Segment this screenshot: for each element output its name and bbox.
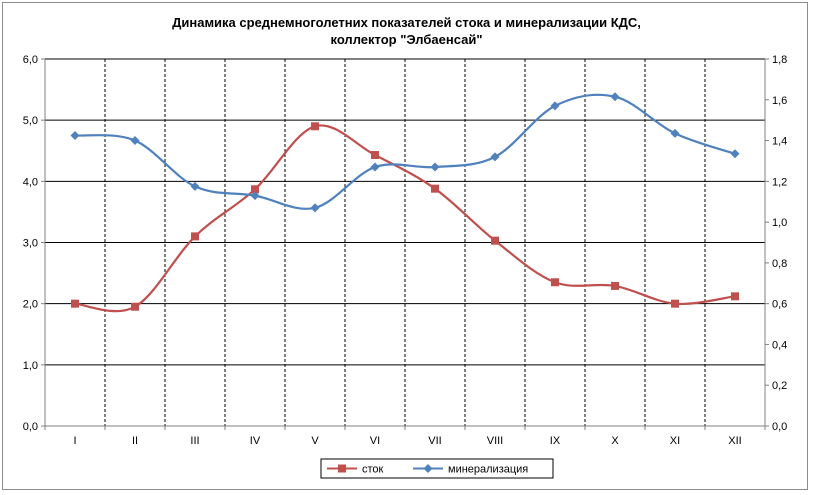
grid-lines: [45, 58, 765, 426]
stock-series-point: [731, 292, 739, 301]
left-tick-label: 0,0: [23, 421, 38, 433]
left-tick-label: 5,0: [23, 115, 38, 127]
right-tick-label: 0,6: [772, 299, 787, 311]
legend-item-stock-point: [338, 464, 346, 473]
mineralization-series-point: [70, 130, 80, 140]
x-tick-label: IV: [250, 435, 261, 447]
x-tick-label: VIII: [487, 435, 504, 447]
stock-series-point: [431, 184, 439, 193]
chart-title: Динамика среднемноголетних показателей с…: [0, 14, 813, 48]
stock-series-point: [311, 122, 319, 131]
mineralization-series-point: [670, 128, 680, 138]
left-tick-label: 4,0: [23, 176, 38, 188]
stock-series-line: [74, 124, 736, 313]
stock-series-point: [671, 299, 679, 308]
legend-item-stock-label: сток: [362, 464, 384, 476]
legend-item-stock: сток: [327, 464, 384, 476]
left-tick-label: 6,0: [23, 54, 38, 66]
x-tick-label: I: [73, 435, 76, 447]
mineralization-series-point: [190, 181, 200, 191]
right-tick-label: 1,0: [772, 217, 787, 229]
x-tick-label: V: [311, 435, 319, 447]
left-tick-label: 3,0: [23, 238, 38, 250]
x-tick-label: IX: [550, 435, 561, 447]
right-tick-label: 0,0: [772, 421, 787, 433]
x-tick-label: XII: [728, 435, 741, 447]
right-axis-ticks: 0,0 0,2 0,4 0,6 0,8 1,0 1,2 1,4 1,6 1,8: [765, 54, 787, 433]
mineralization-series-point: [130, 136, 140, 146]
stock-series-point: [251, 185, 259, 194]
chart-title-line-1: Динамика среднемноголетних показателей с…: [172, 15, 641, 30]
stock-series: [71, 122, 739, 313]
legend: сток минерализация: [320, 458, 554, 479]
legend-item-mineralization-label: минерализация: [448, 464, 528, 476]
x-tick-label: III: [190, 435, 199, 447]
left-tick-label: 2,0: [23, 299, 38, 311]
series-layer: [70, 92, 740, 313]
chart-title-line-2: коллектор "Элбаенсай": [330, 32, 483, 47]
legend-item-mineralization: минерализация: [413, 464, 528, 476]
right-tick-label: 1,6: [772, 95, 787, 107]
mineralization-series-point: [310, 203, 320, 213]
right-tick-label: 1,2: [772, 176, 787, 188]
mineralization-series-line: [74, 93, 736, 210]
legend-item-mineralization-point: [423, 464, 433, 473]
x-axis-ticks: I II III IV V VI VII VIII IX X XI XII: [44, 426, 766, 447]
stock-series-point: [131, 302, 139, 311]
right-tick-label: 0,4: [772, 339, 787, 351]
mineralization-series-point: [730, 149, 740, 159]
x-tick-label: II: [132, 435, 138, 447]
stock-series-point: [551, 278, 559, 287]
right-tick-label: 1,8: [772, 54, 787, 66]
stock-series-point: [371, 151, 379, 160]
left-axis-ticks: 0,0 1,0 2,0 3,0 4,0 5,0 6,0: [23, 54, 45, 433]
left-tick-label: 1,0: [23, 360, 38, 372]
x-tick-label: VII: [428, 435, 441, 447]
stock-series-point: [71, 299, 79, 308]
x-tick-label: VI: [370, 435, 380, 447]
mineralization-series-point: [490, 152, 500, 162]
right-tick-label: 0,8: [772, 258, 787, 270]
mineralization-series-point: [550, 101, 560, 111]
mineralization-series: [70, 92, 740, 213]
stock-series-point: [611, 281, 619, 290]
right-tick-label: 0,2: [772, 380, 787, 392]
mineralization-series-point: [610, 92, 620, 102]
mineralization-series-point: [430, 162, 440, 172]
stock-series-point: [491, 236, 499, 245]
stock-series-point: [191, 232, 199, 241]
mineralization-series-point: [370, 162, 380, 172]
right-tick-label: 1,4: [772, 136, 787, 148]
x-tick-label: X: [611, 435, 619, 447]
x-tick-label: XI: [670, 435, 680, 447]
mineralization-series-point: [250, 191, 260, 201]
